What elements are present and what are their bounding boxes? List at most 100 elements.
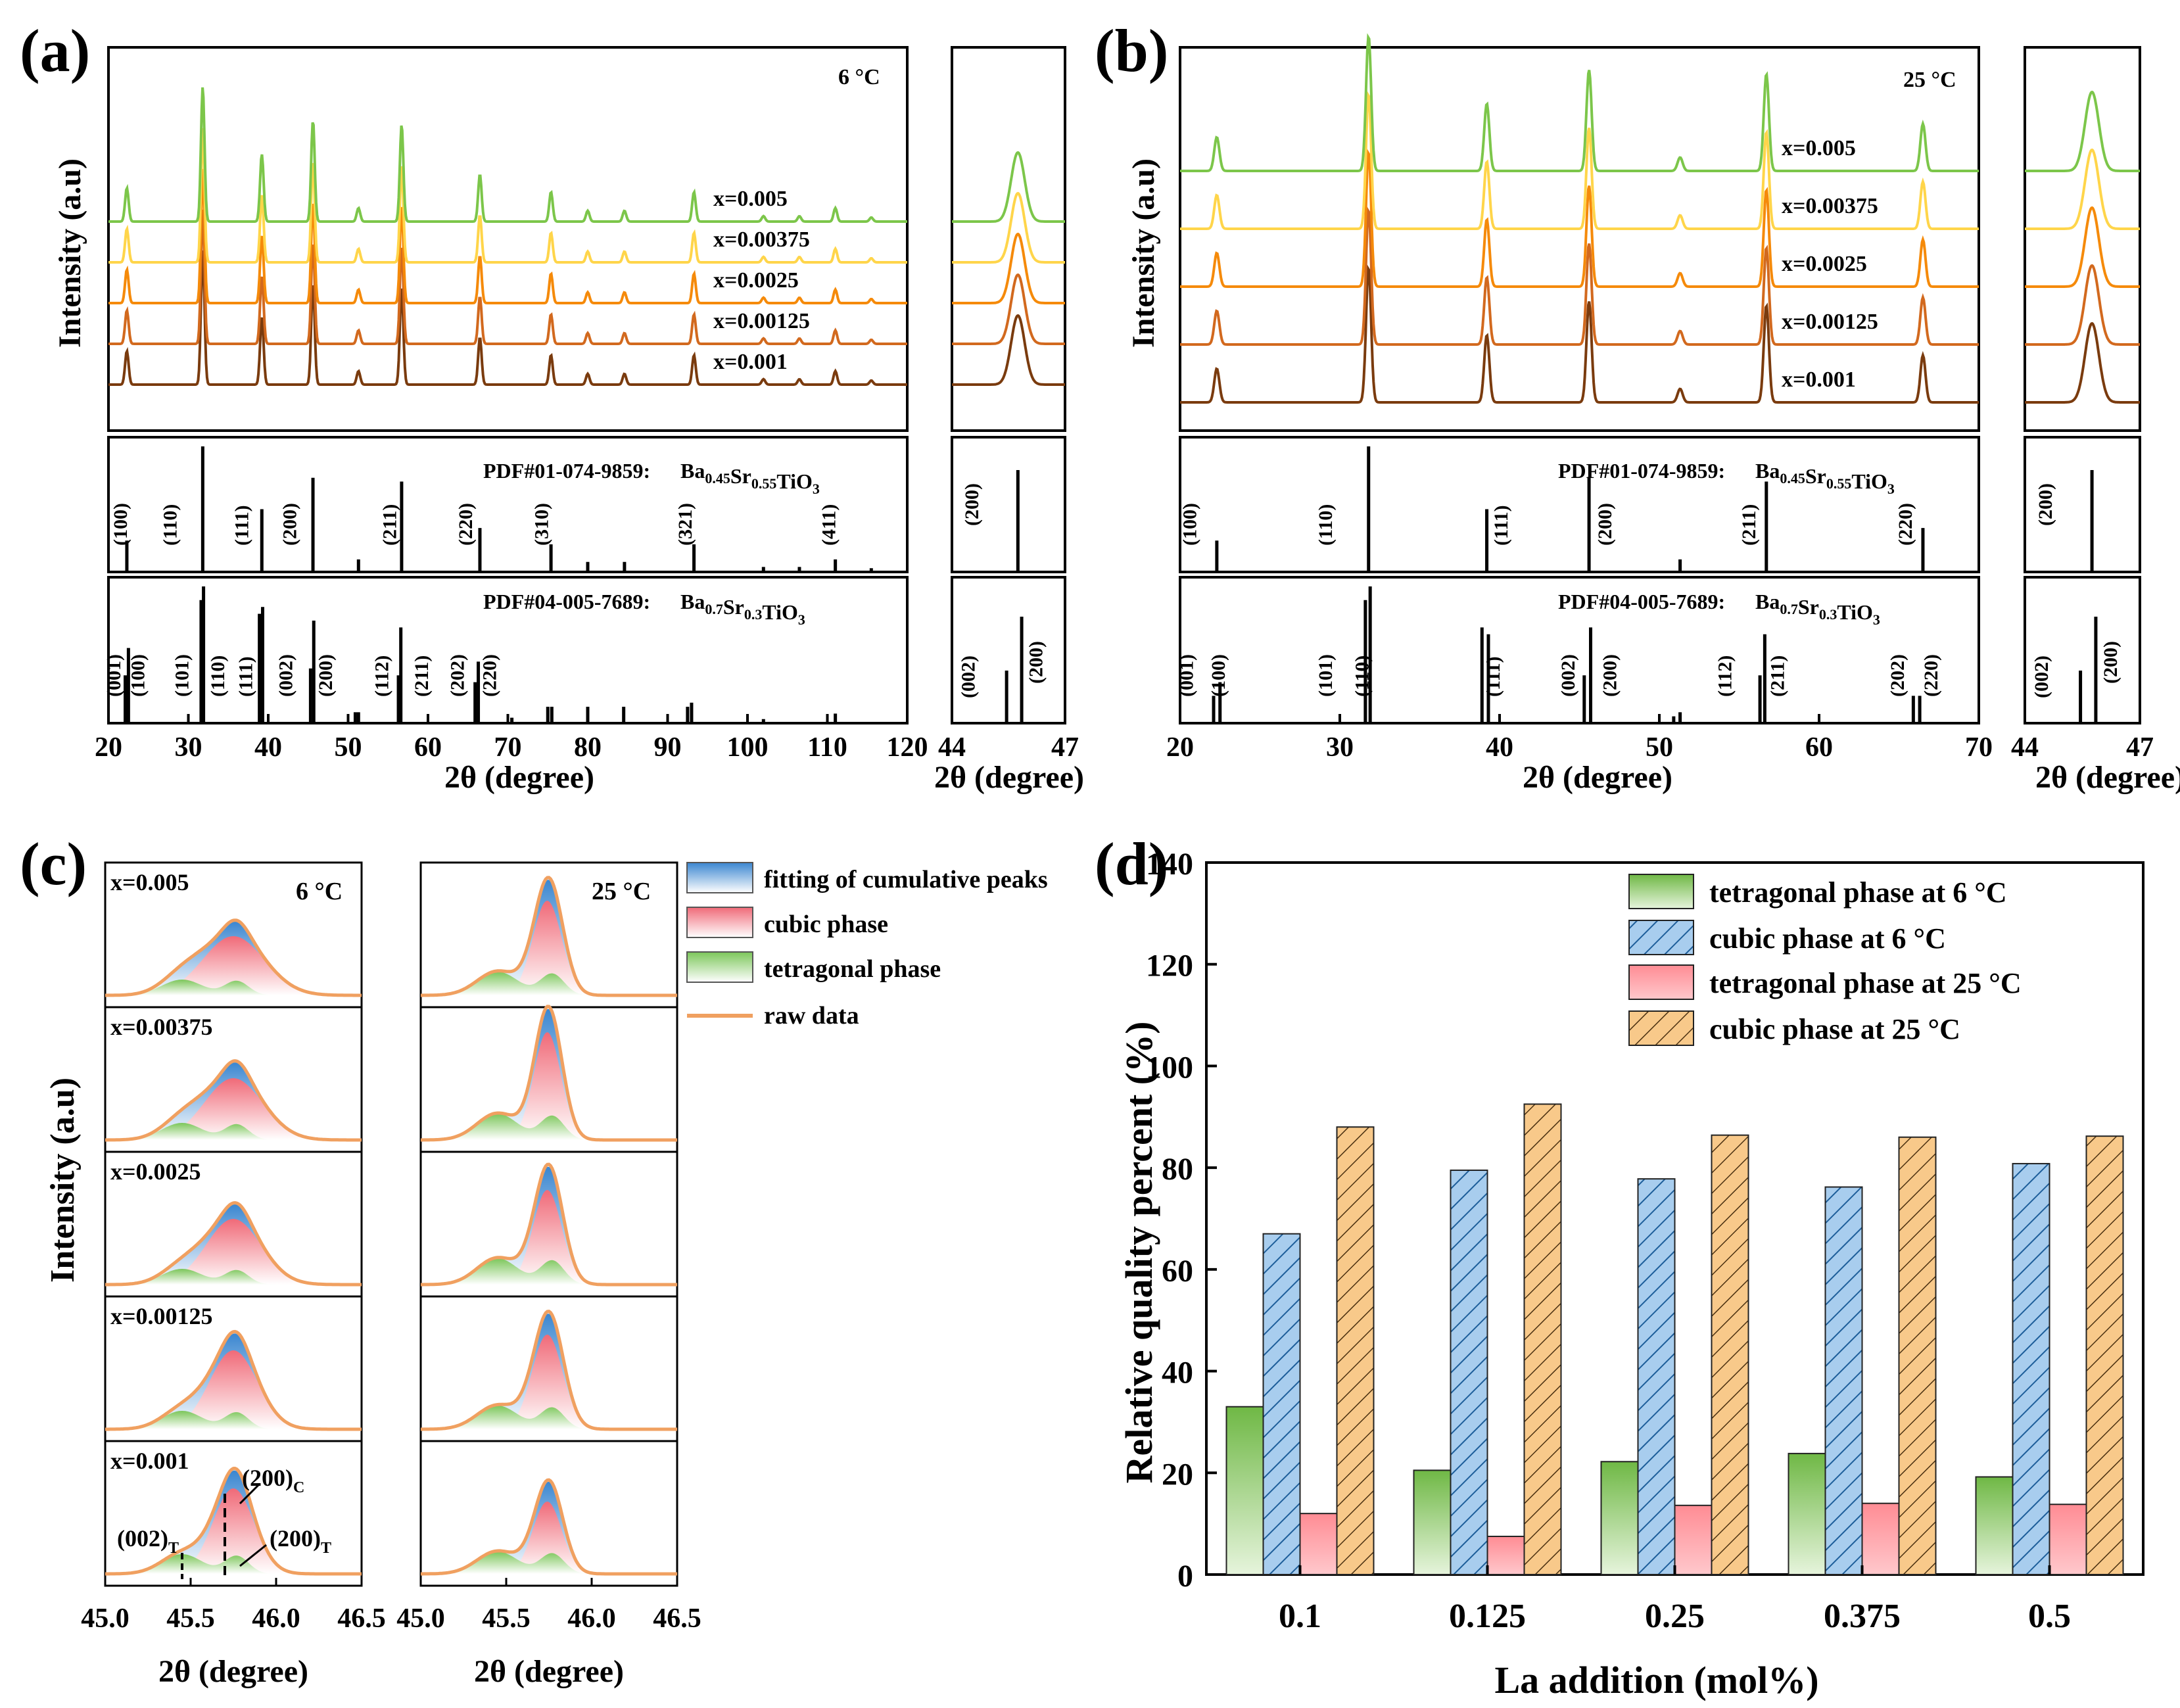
xtick-label: 90 xyxy=(654,732,682,763)
fit-cub xyxy=(421,1032,677,1140)
xrd-trace-2 xyxy=(108,209,907,345)
bar-tet25 xyxy=(1861,1502,1900,1575)
panel-a-inset-xlabel: 2θ (degree) xyxy=(934,760,1084,795)
xtick-label: 20 xyxy=(95,732,122,763)
fit-cub xyxy=(105,936,362,995)
panel-c-legend: fitting of cumulative peaks cubic phase … xyxy=(686,862,1048,1030)
xrd-trace-2 xyxy=(1180,206,1979,346)
series-label-2: x=0.00125 xyxy=(713,309,810,333)
d-xtick-label: 0.125 xyxy=(1449,1598,1526,1635)
fit-tet xyxy=(105,1269,362,1285)
bar-tet6 xyxy=(1225,1406,1264,1575)
series-label-2: x=0.00125 xyxy=(1782,310,1878,334)
bar-cub25 xyxy=(1711,1134,1749,1575)
bar-tet6 xyxy=(1413,1469,1452,1576)
fit-cub xyxy=(421,1335,677,1429)
xrd-trace-3 xyxy=(1180,149,1979,288)
inset-pdf1-hkl: (200) xyxy=(961,483,983,526)
pdf1-hkl: (111) xyxy=(1490,505,1512,546)
panel-c-xlabel-right: 2θ (degree) xyxy=(474,1654,624,1689)
inset-trace-4 xyxy=(952,191,1065,264)
pdf1-hkl: (211) xyxy=(379,504,400,546)
pdf1-hkl: (411) xyxy=(818,504,840,546)
pdf2-hkl: (202) xyxy=(1887,654,1908,697)
inset-trace-3 xyxy=(952,232,1065,304)
pdf2-hkl: (100) xyxy=(1208,654,1229,697)
pdf1-hkl: (100) xyxy=(110,503,131,546)
fit-tet xyxy=(105,980,362,995)
pdf2-hkl: (111) xyxy=(1482,656,1504,697)
pdf2-hkl: (202) xyxy=(447,654,469,697)
panel-b-inset-xlabel: 2θ (degree) xyxy=(2035,760,2180,795)
pdf2-hkl: (200) xyxy=(315,654,337,697)
anno-arrow-200c xyxy=(239,1483,261,1505)
bar-cub6 xyxy=(2012,1162,2050,1576)
c-xtick-label: 46.0 xyxy=(567,1603,616,1634)
d-xtick-label: 0.5 xyxy=(2028,1598,2071,1635)
pdf1-hkl: (200) xyxy=(1594,503,1616,546)
bar-cub6 xyxy=(1450,1170,1488,1575)
panel-c-xlabel-left: 2θ (degree) xyxy=(158,1654,308,1689)
panel-d-letter: (d) xyxy=(1095,830,1168,897)
c-xtick-label: 45.5 xyxy=(166,1603,215,1634)
fit-raw xyxy=(421,1478,677,1576)
fit-tet xyxy=(421,972,677,995)
bar-tet6 xyxy=(1788,1452,1826,1575)
xtick-label: 120 xyxy=(887,732,928,763)
d-xtick-label: 0.25 xyxy=(1645,1598,1705,1635)
row-label-3: x=0.0025 xyxy=(110,1158,201,1185)
anno-arrow-200t xyxy=(239,1544,267,1567)
d-ytick-label: 100 xyxy=(1146,1050,1193,1085)
d-legend-label-1: tetragonal phase at 6 °C xyxy=(1709,876,2007,909)
series-label-3: x=0.0025 xyxy=(713,268,799,293)
inset-trace-5 xyxy=(2025,90,2140,172)
d-xtick-label: 0.375 xyxy=(1824,1598,1901,1635)
fit-raw xyxy=(105,918,362,997)
fit-box xyxy=(419,1440,678,1587)
fit-raw xyxy=(105,1329,362,1431)
pdf2-hkl: (001) xyxy=(103,654,125,697)
c-xtick-label: 45.0 xyxy=(396,1603,445,1634)
fit-raw xyxy=(105,1466,362,1576)
bar-tet25 xyxy=(1486,1535,1525,1576)
d-legend-swatch-4 xyxy=(1628,1010,1694,1046)
pdf1-hkl: (110) xyxy=(1315,504,1337,546)
panel-d-ylabel: Relative quality percent (%) xyxy=(1118,1022,1160,1484)
bar-cub25 xyxy=(2085,1135,2124,1575)
anno-200t: (200)T xyxy=(270,1525,331,1557)
xtick-label: 60 xyxy=(1805,732,1833,763)
fit-raw xyxy=(105,1200,362,1287)
inset-frame-0 xyxy=(951,46,1066,432)
row-label-5: x=0.001 xyxy=(110,1448,189,1474)
legend-label-tetragonal: tetragonal phase xyxy=(764,955,941,983)
inset-trace-1 xyxy=(2025,321,2140,404)
pdf1-hkl: (321) xyxy=(675,503,696,546)
pdf2-formula: Ba0.7Sr0.3TiO3 xyxy=(1755,590,1880,628)
fit-tet xyxy=(421,1552,677,1574)
inset-trace-2 xyxy=(952,273,1065,345)
pdf1-hkl: (310) xyxy=(531,503,552,546)
fit-box xyxy=(104,1440,363,1587)
fit-cub xyxy=(421,1190,677,1285)
inset-pdf2-hkl-200: (200) xyxy=(2100,641,2121,684)
panel-b-letter: (b) xyxy=(1095,17,1168,84)
xrd-trace-1 xyxy=(108,250,907,386)
panel-a-ylabel: Intensity (a.u) xyxy=(53,158,87,348)
c-xtick-label: 46.0 xyxy=(252,1603,300,1634)
xtick-label: 30 xyxy=(1326,732,1354,763)
xtick-label: 20 xyxy=(1166,732,1194,763)
panel-c-peak-fitting: Intensity (a.u) 2θ (degree) 2θ (degree) … xyxy=(44,861,1048,1689)
pdf1-hkl: (110) xyxy=(159,504,181,546)
pdf2-hkl: (101) xyxy=(172,654,193,697)
pdf2-hkl: (220) xyxy=(1920,654,1942,697)
inset-pdf2-hkl-002: (002) xyxy=(2031,655,2052,698)
fit-tet xyxy=(105,1123,362,1140)
d-legend-label-4: cubic phase at 25 °C xyxy=(1709,1013,1960,1045)
d-legend-label-3: tetragonal phase at 25 °C xyxy=(1709,967,2022,999)
inset-xtick-label: 47 xyxy=(1051,732,1079,763)
panel-c-temp-right: 25 °C xyxy=(592,878,651,905)
d-legend-swatch-2 xyxy=(1628,920,1694,955)
anno-200c: (200)C xyxy=(242,1465,304,1496)
c-xtick-label: 45.5 xyxy=(482,1603,531,1634)
